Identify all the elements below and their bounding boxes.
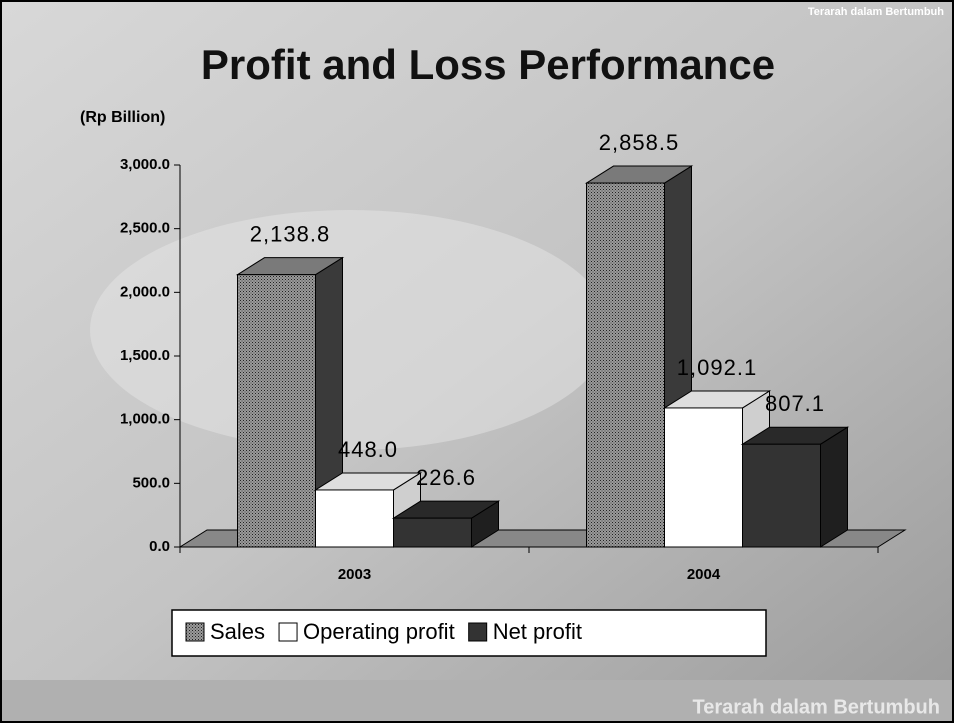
bar: [587, 183, 665, 547]
legend-label: Sales: [210, 619, 265, 644]
value-label: 1,092.1: [677, 355, 757, 380]
y-tick-label: 0.0: [149, 538, 170, 555]
bar: [743, 444, 821, 547]
y-axis-label: (Rp Billion): [80, 109, 165, 126]
bar: [394, 518, 472, 547]
x-tick-label: 2003: [338, 566, 371, 583]
slide: Terarah dalam Bertumbuh Terarah dalam Be…: [0, 0, 954, 723]
chart-title: Profit and Loss Performance: [201, 41, 775, 88]
value-label: 448.0: [338, 437, 398, 462]
legend-swatch: [469, 623, 487, 641]
value-label: 2,858.5: [599, 130, 679, 155]
value-label: 2,138.8: [250, 221, 330, 246]
y-tick-label: 2,500.0: [120, 220, 170, 237]
y-tick-label: 500.0: [132, 474, 170, 491]
legend-swatch: [279, 623, 297, 641]
y-tick-label: 1,000.0: [120, 411, 170, 428]
y-tick-label: 3,000.0: [120, 156, 170, 173]
page: {"header": {"tagline": "Terarah dalam Be…: [0, 0, 954, 723]
bar: [238, 275, 316, 547]
legend-swatch: [186, 623, 204, 641]
y-tick-label: 2,000.0: [120, 283, 170, 300]
y-tick-label: 1,500.0: [120, 347, 170, 364]
footer-tagline: Terarah dalam Bertumbuh: [693, 696, 940, 718]
header-tagline: Terarah dalam Bertumbuh: [808, 6, 944, 18]
legend-label: Operating profit: [303, 619, 455, 644]
bar-side: [821, 427, 848, 547]
bar: [316, 490, 394, 547]
legend-label: Net profit: [493, 619, 582, 644]
bar: [665, 408, 743, 547]
x-tick-label: 2004: [687, 566, 721, 583]
value-label: 807.1: [765, 391, 825, 416]
value-label: 226.6: [416, 465, 476, 490]
